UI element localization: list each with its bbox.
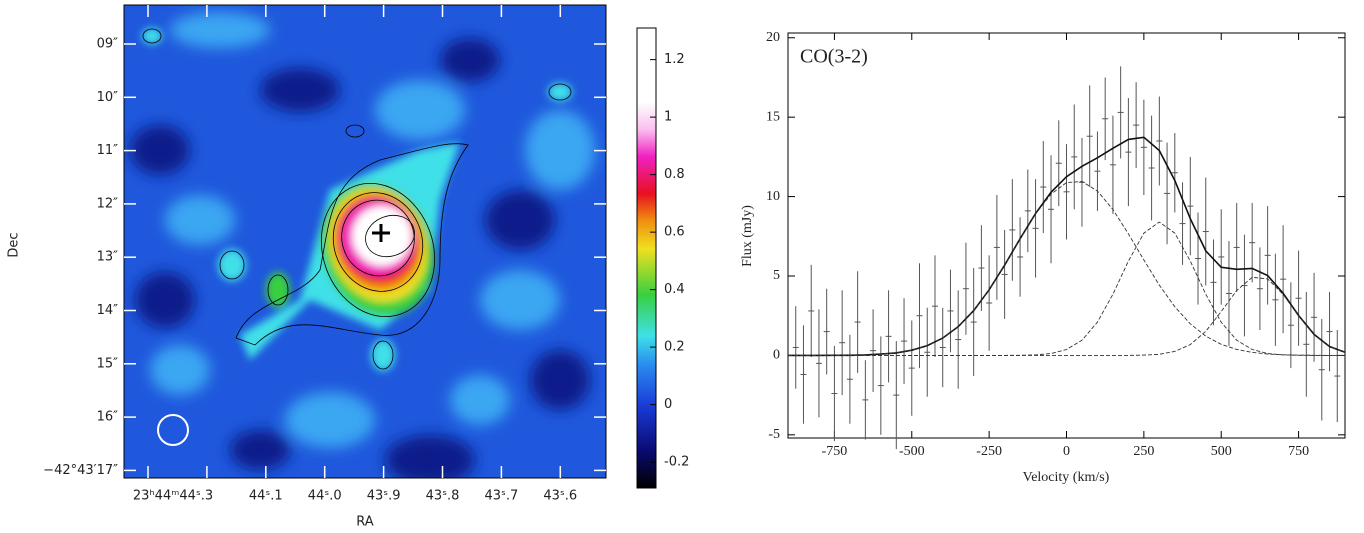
colorbar-tick-label: 0: [664, 397, 672, 412]
colorbar-tick-label: 0.4: [664, 282, 685, 297]
y-tick-label: 15: [766, 109, 780, 124]
y-axis-label: Flux (mJy): [740, 205, 755, 267]
x-axis-label: Velocity (km/s): [1023, 470, 1110, 485]
x-tick-label: -750: [822, 444, 848, 459]
x-tick-label: -250: [976, 444, 1002, 459]
y-tick-label: −42°43′17″: [43, 463, 118, 478]
colorbar-tick-label: 0.6: [664, 225, 685, 240]
x-tick-label: 750: [1288, 444, 1309, 459]
x-tick-label: -500: [899, 444, 925, 459]
colorbar: [636, 27, 657, 489]
y-tick-label: 10: [766, 189, 780, 204]
colorbar-tick-label: 0.2: [664, 340, 685, 355]
colorbar-tick-label: -0.2: [664, 455, 689, 470]
x-tick-label: 250: [1133, 444, 1154, 459]
x-tick-label: 43ˢ.9: [367, 489, 401, 504]
chart-title: CO(3-2): [800, 46, 868, 68]
y-tick-label: 14″: [97, 303, 119, 318]
x-tick-label: 44ˢ.1: [249, 489, 283, 504]
x-tick-label: 23ʰ44ᵐ44ˢ.3: [133, 489, 213, 504]
y-tick-label: 13″: [97, 250, 119, 265]
x-tick-label: 500: [1211, 444, 1232, 459]
x-tick-label: 43ˢ.7: [485, 489, 519, 504]
colorbar-tick-label: 0.8: [664, 167, 685, 182]
y-tick-label: 11″: [97, 143, 119, 158]
y-tick-label: 16″: [97, 410, 119, 425]
component-fit: [788, 276, 1346, 356]
y-tick-label: 10″: [97, 90, 119, 105]
y-tick-label: -5: [768, 427, 780, 442]
y-tick-label: 09″: [97, 37, 119, 52]
map-image: [124, 5, 606, 478]
y-axis-label: Dec: [7, 232, 22, 257]
y-tick-label: 5: [773, 268, 780, 283]
y-tick-label: 20: [766, 30, 780, 45]
y-tick-label: 0: [773, 348, 780, 363]
y-tick-label: 15″: [97, 356, 119, 371]
x-tick-label: 43ˢ.8: [426, 489, 460, 504]
colorbar-tick-label: 1.2: [664, 52, 685, 67]
x-tick-label: 43ˢ.6: [543, 489, 577, 504]
colorbar-tick-label: 1: [664, 110, 672, 125]
x-tick-label: 0: [1063, 444, 1070, 459]
x-tick-label: 44ˢ.0: [308, 489, 342, 504]
map-frame: [123, 4, 607, 479]
component-fit: [788, 181, 1345, 356]
y-tick-label: 12″: [97, 196, 119, 211]
x-axis-label: RA: [356, 515, 374, 530]
